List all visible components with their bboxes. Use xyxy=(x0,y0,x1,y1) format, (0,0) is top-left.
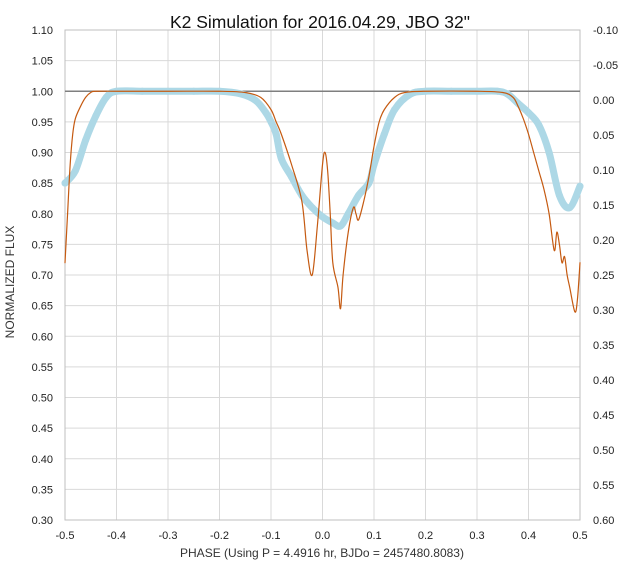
y2-tick-label-12: 0.00 xyxy=(593,95,614,107)
y-tick-label-16: 1.10 xyxy=(32,25,53,37)
y-tick-label-6: 0.60 xyxy=(32,331,53,343)
y-tick-label-14: 1.00 xyxy=(32,86,53,98)
y2-tick-label-8: 0.20 xyxy=(593,235,614,247)
series-0-point-13 xyxy=(267,118,275,126)
series-0-point-21 xyxy=(337,222,345,230)
y-tick-label-12: 0.90 xyxy=(32,148,53,160)
x-tick-label-4: -0.1 xyxy=(262,530,281,542)
y-tick-label-0: 0.30 xyxy=(32,515,53,527)
series-0-point-16 xyxy=(288,173,296,181)
x-tick-label-9: 0.4 xyxy=(521,530,536,542)
y2-tick-label-3: 0.45 xyxy=(593,410,614,422)
series-0-point-37 xyxy=(545,149,553,156)
x-axis-tick-labels: -0.5 -0.4 -0.3 -0.2 -0.1 0.0 0.1 0.2 0.3 0.4 0.5 xyxy=(56,530,588,542)
series-0-point-38 xyxy=(555,191,563,199)
y-tick-label-2: 0.40 xyxy=(32,454,53,466)
series-0-point-22 xyxy=(344,210,352,218)
series-0-point-0 xyxy=(61,179,69,187)
y2-tick-label-13: -0.05 xyxy=(593,60,618,72)
y2-tick-label-7: 0.25 xyxy=(593,270,614,282)
y2-tick-label-2: 0.50 xyxy=(593,445,614,457)
x-tick-label-6: 0.1 xyxy=(366,530,381,542)
series-0-point-3 xyxy=(92,112,100,120)
series-0-point-4 xyxy=(102,93,110,101)
y-tick-label-11: 0.85 xyxy=(32,178,53,190)
series-1-line xyxy=(64,90,581,313)
y2-tick-label-6: 0.30 xyxy=(593,305,614,317)
y2-tick-label-14: -0.10 xyxy=(593,25,618,37)
y-tick-label-15: 1.05 xyxy=(32,56,53,68)
plot-area xyxy=(64,29,581,521)
y-tick-label-4: 0.50 xyxy=(32,393,53,405)
y-tick-label-10: 0.80 xyxy=(32,209,53,221)
series-0-point-25 xyxy=(370,161,378,169)
series-0-point-15 xyxy=(277,155,285,163)
series-0-point-36 xyxy=(535,121,543,129)
x-tick-label-10: 0.5 xyxy=(572,530,587,542)
y-tick-label-1: 0.35 xyxy=(32,484,53,496)
series-0-point-11 xyxy=(252,96,260,104)
x-tick-label-0: -0.5 xyxy=(56,530,75,542)
series-0-point-39 xyxy=(566,204,574,212)
y-tick-label-3: 0.45 xyxy=(32,423,53,435)
x-tick-label-8: 0.3 xyxy=(469,530,484,542)
series-0-point-24 xyxy=(365,179,373,187)
series-0-point-18 xyxy=(308,204,316,212)
x-axis-label: PHASE (Using P = 4.4916 hr, BJDo = 24574… xyxy=(180,546,464,560)
x-tick-label-1: -0.4 xyxy=(107,530,126,542)
series-0-point-27 xyxy=(391,106,399,114)
y2-tick-label-11: 0.05 xyxy=(593,130,614,142)
secondary-y-axis-tick-labels: 0.60 0.55 0.50 0.45 0.40 0.35 0.30 0.25 0.20 0.15… xyxy=(593,25,618,527)
x-tick-label-5: 0.0 xyxy=(315,530,330,542)
y-axis-tick-labels: 0.30 0.35 0.40 0.45 0.50 0.55 0.60 0.65 0.70 0.75… xyxy=(32,25,53,527)
y2-tick-label-4: 0.40 xyxy=(593,375,614,387)
y2-tick-label-5: 0.35 xyxy=(593,340,614,352)
series-0-point-14 xyxy=(272,130,280,138)
x-tick-label-7: 0.2 xyxy=(418,530,433,542)
series-0-point-12 xyxy=(262,109,270,117)
series-0-point-32 xyxy=(494,87,502,95)
series-0-point-40 xyxy=(576,182,584,190)
series-0-point-26 xyxy=(380,130,388,138)
series-0-point-1 xyxy=(71,167,79,175)
chart-title: K2 Simulation for 2016.04.29, JBO 32" xyxy=(170,12,470,32)
series-0-point-23 xyxy=(355,191,363,199)
grid-lines xyxy=(64,29,581,521)
x-tick-label-3: -0.2 xyxy=(210,530,229,542)
y-tick-label-9: 0.75 xyxy=(32,239,53,251)
series-layer xyxy=(61,87,584,313)
y-tick-label-8: 0.70 xyxy=(32,270,53,282)
x-tick-label-2: -0.3 xyxy=(159,530,178,542)
y-tick-label-13: 0.95 xyxy=(32,117,53,129)
series-0-point-2 xyxy=(82,136,90,144)
y-tick-label-5: 0.55 xyxy=(32,362,53,374)
series-0-point-35 xyxy=(525,109,532,117)
y2-tick-label-9: 0.15 xyxy=(593,200,614,212)
y2-tick-label-1: 0.55 xyxy=(593,480,614,492)
y-axis-label: NORMALIZED FLUX xyxy=(3,226,17,339)
series-0-point-19 xyxy=(319,213,326,221)
y2-tick-label-10: 0.10 xyxy=(593,165,614,177)
y-tick-label-7: 0.65 xyxy=(32,301,53,313)
y2-tick-label-0: 0.60 xyxy=(593,515,614,527)
